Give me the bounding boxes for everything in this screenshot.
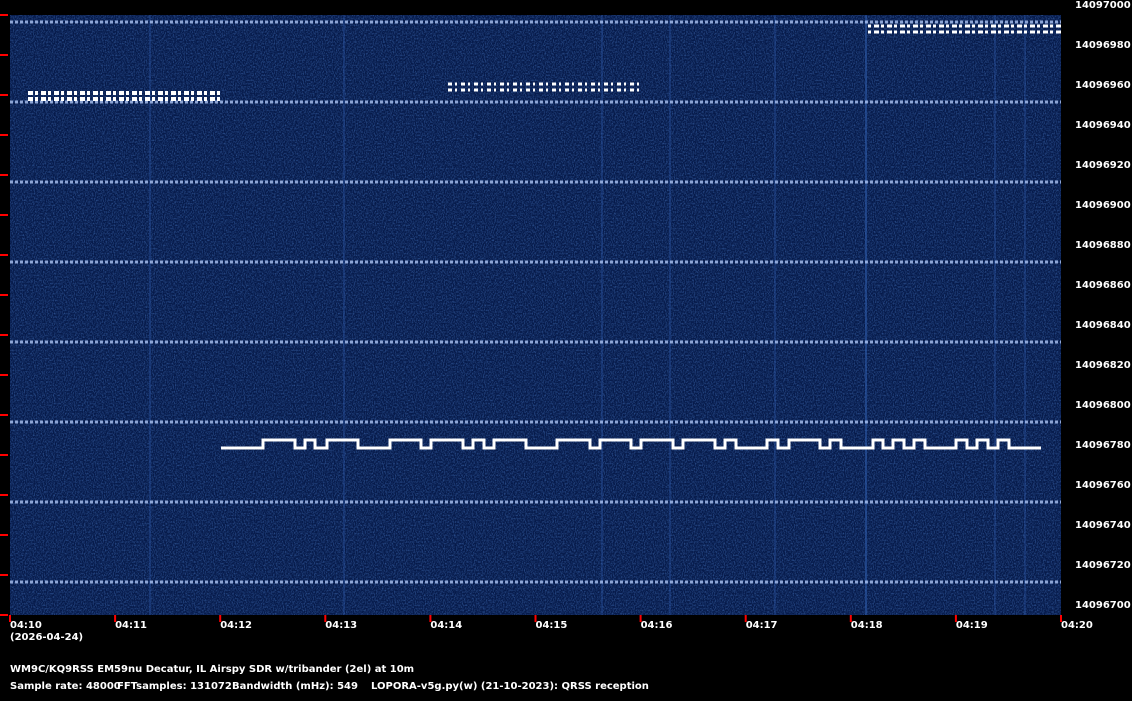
carrier-bands <box>10 20 1061 584</box>
y-tick-label: 14097000 <box>1075 0 1131 11</box>
y-tick-label: 14096940 <box>1075 120 1131 131</box>
x-tick-label: 04:10 <box>10 620 42 631</box>
y-tick-label: 14096880 <box>1075 240 1131 251</box>
station-info: WM9C/KQ9RSS EM59nu Decatur, IL Airspy SD… <box>10 664 414 675</box>
y-tick-label: 14096920 <box>1075 160 1131 171</box>
signal-traces <box>28 24 1061 450</box>
date-label: (2026-04-24) <box>10 632 83 643</box>
y-tick-label: 14096980 <box>1075 40 1131 51</box>
x-tick-label: 04:12 <box>220 620 252 631</box>
y-tick-label: 14096700 <box>1075 600 1131 611</box>
y-tick-label: 14096820 <box>1075 360 1131 371</box>
x-tick-label: 04:13 <box>325 620 357 631</box>
x-tick-label: 04:18 <box>851 620 883 631</box>
y-tick-label: 14096960 <box>1075 80 1131 91</box>
x-tick-label: 04:11 <box>115 620 147 631</box>
y-tick-label: 14096840 <box>1075 320 1131 331</box>
x-tick-label: 04:14 <box>430 620 462 631</box>
fft-samples: FFTsamples: 131072 <box>117 681 232 692</box>
y-tick-label: 14096860 <box>1075 280 1131 291</box>
x-tick-label: 04:19 <box>956 620 988 631</box>
vertical-streaks <box>149 15 1026 615</box>
y-tick-label: 14096760 <box>1075 480 1131 491</box>
x-tick-label: 04:16 <box>641 620 673 631</box>
spectrogram-noise <box>10 15 1061 615</box>
x-tick-label: 04:15 <box>536 620 568 631</box>
software-info: LOPORA-v5g.py(w) (21-10-2023): QRSS rece… <box>371 681 649 692</box>
sample-rate: Sample rate: 48000 <box>10 681 121 692</box>
bandwidth: Bandwidth (mHz): 549 <box>232 681 358 692</box>
y-tick-label: 14096740 <box>1075 520 1131 531</box>
y-tick-label: 14096780 <box>1075 440 1131 451</box>
y-tick-label: 14096900 <box>1075 200 1131 211</box>
y-tick-label: 14096720 <box>1075 560 1131 571</box>
y-tick-label: 14096800 <box>1075 400 1131 411</box>
x-tick-label: 04:17 <box>746 620 778 631</box>
x-tick-label: 04:20 <box>1061 620 1093 631</box>
